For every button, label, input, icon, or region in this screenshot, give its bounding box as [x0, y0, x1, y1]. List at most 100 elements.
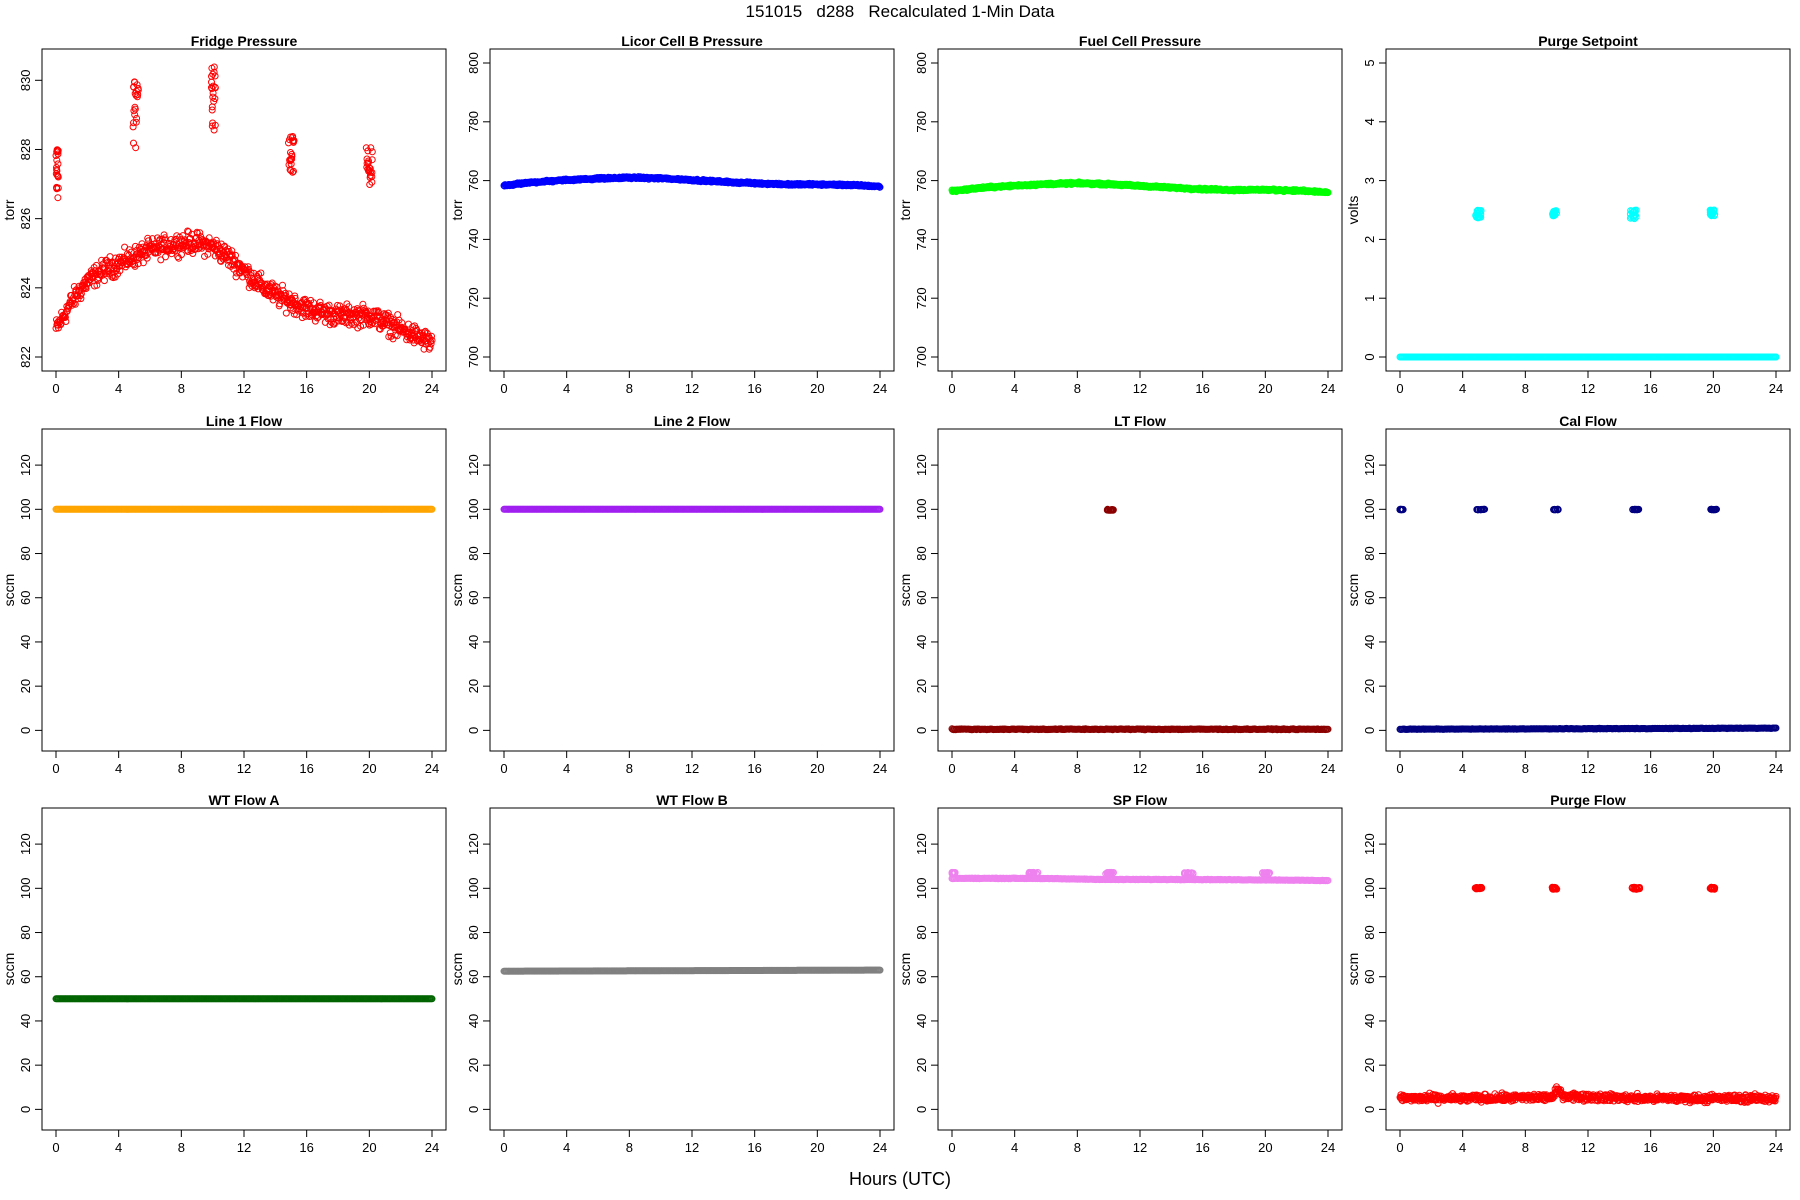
- lt-flow-x-tick-label: 4: [1011, 761, 1018, 776]
- fridge-pressure-data-point: [100, 277, 108, 285]
- fridge-pressure-x-tick-label: 24: [425, 381, 439, 396]
- fridge-pressure-x-tick-label: 20: [362, 381, 376, 396]
- licor-cell-b-pressure-y-tick-label: 780: [466, 111, 481, 133]
- line-1-flow-y-tick-label: 40: [18, 635, 33, 649]
- fuel-cell-pressure-data-point: [1324, 189, 1332, 196]
- lt-flow-x-tick-label: 20: [1258, 761, 1272, 776]
- fridge-pressure-data-point: [98, 256, 106, 264]
- fridge-pressure-data-point: [53, 164, 60, 171]
- cal-flow-x-tick-label: 4: [1459, 761, 1466, 776]
- fridge-pressure-data-point: [387, 313, 395, 321]
- fuel-cell-pressure-x-tick-label: 16: [1195, 381, 1209, 396]
- fridge-pressure-data-point: [270, 284, 278, 292]
- fridge-pressure-data-point: [161, 234, 169, 242]
- line-2-flow-x-tick-label: 12: [685, 761, 699, 776]
- lt-flow-y-tick-label: 100: [914, 498, 929, 520]
- fridge-pressure-data-point: [209, 93, 217, 101]
- purge-setpoint-y-tick-label: 5: [1362, 59, 1377, 66]
- line-1-flow-x-tick-label: 8: [178, 761, 185, 776]
- line-2-flow-x-tick-label: 4: [563, 761, 570, 776]
- line-2-flow-y-tick-label: 40: [466, 635, 481, 649]
- fridge-pressure-data-point: [257, 269, 265, 277]
- fuel-cell-pressure-x-tick-label: 4: [1011, 381, 1018, 396]
- licor-cell-b-pressure-y-tick-label: 740: [466, 229, 481, 251]
- fridge-pressure-data-point: [133, 114, 141, 122]
- line-1-flow-y-tick-label: 0: [18, 727, 33, 734]
- lt-flow-y-tick-label: 120: [914, 454, 929, 476]
- lt-flow-plot-frame: [937, 428, 1343, 752]
- fridge-pressure-data-point: [276, 300, 284, 308]
- fridge-pressure-data-point: [299, 304, 307, 312]
- fridge-pressure-data-point: [130, 139, 137, 147]
- fridge-pressure-data-point: [123, 250, 131, 258]
- purge-setpoint-y-axis-label: volts: [1345, 196, 1361, 225]
- figure-title: 151015 d288 Recalculated 1-Min Data: [745, 2, 1055, 21]
- fuel-cell-pressure-y-tick-label: 740: [914, 229, 929, 251]
- fridge-pressure-x-tick-label: 0: [52, 381, 59, 396]
- fridge-pressure-data-point: [368, 148, 376, 156]
- fridge-pressure-data-point: [106, 253, 114, 261]
- cal-flow-y-tick-label: 20: [1362, 679, 1377, 693]
- fridge-pressure-y-tick-label: 822: [18, 346, 33, 368]
- fuel-cell-pressure-points: [948, 178, 1332, 197]
- cal-flow-y-tick-label: 120: [1362, 454, 1377, 476]
- fridge-pressure-data-point: [210, 126, 218, 134]
- fridge-pressure-data-point: [365, 157, 372, 165]
- line-1-flow-x-tick-label: 4: [115, 761, 122, 776]
- fridge-pressure-data-point: [232, 251, 239, 259]
- line-1-flow-y-tick-label: 100: [18, 498, 33, 520]
- wt-flow-a-title: WT Flow A: [208, 792, 279, 808]
- fridge-pressure-data-point: [287, 149, 294, 156]
- fridge-pressure-data-point: [279, 281, 286, 289]
- cal-flow-x-tick-label: 0: [1396, 761, 1403, 776]
- fridge-pressure-y-tick-label: 826: [18, 208, 33, 230]
- fridge-pressure-data-point: [228, 251, 236, 259]
- fridge-pressure-data-point: [150, 243, 158, 251]
- line-1-flow-title: Line 1 Flow: [206, 413, 282, 429]
- purge-setpoint-x-tick-label: 4: [1459, 381, 1466, 396]
- cal-flow-y-tick-label: 60: [1362, 591, 1377, 605]
- fuel-cell-pressure-y-tick-label: 800: [914, 52, 929, 74]
- purge-setpoint-data-point: [1476, 207, 1484, 215]
- line-1-flow-plot-frame: [41, 428, 447, 752]
- fridge-pressure-x-tick-label: 16: [299, 381, 313, 396]
- line-2-flow-y-tick-label: 0: [466, 727, 481, 734]
- fridge-pressure-data-point: [53, 156, 61, 164]
- fridge-pressure-data-point: [427, 337, 435, 345]
- line-1-flow-points: [52, 505, 436, 513]
- licor-cell-b-pressure-title: Licor Cell B Pressure: [621, 33, 763, 49]
- lt-flow-x-tick-label: 0: [948, 761, 955, 776]
- fridge-pressure-data-point: [162, 253, 169, 261]
- line-2-flow-x-tick-label: 24: [873, 761, 887, 776]
- fridge-pressure-data-point: [211, 121, 219, 129]
- licor-cell-b-pressure-data-point: [876, 183, 884, 191]
- lt-flow-x-tick-label: 24: [1321, 761, 1335, 776]
- fridge-pressure-data-point: [68, 301, 76, 309]
- fridge-pressure-data-point: [288, 134, 296, 142]
- fridge-pressure-data-point: [368, 178, 376, 186]
- line-2-flow-points: [500, 505, 884, 513]
- purge-setpoint-x-tick-label: 12: [1581, 381, 1595, 396]
- fuel-cell-pressure-title: Fuel Cell Pressure: [1079, 33, 1201, 49]
- fridge-pressure-data-point: [160, 231, 168, 239]
- fridge-pressure-data-point: [131, 78, 139, 86]
- licor-cell-b-pressure-y-tick-label: 800: [466, 52, 481, 74]
- line-2-flow-x-tick-label: 0: [500, 761, 507, 776]
- wt-flow-a-plot-frame: [41, 807, 447, 1131]
- cal-flow-title: Cal Flow: [1559, 413, 1617, 429]
- fridge-pressure-data-point: [71, 300, 79, 308]
- fuel-cell-pressure-y-tick-label: 780: [914, 111, 929, 133]
- line-2-flow-plot-frame: [489, 428, 895, 752]
- fridge-pressure-data-point: [82, 285, 90, 292]
- line-2-flow-y-tick-label: 120: [466, 454, 481, 476]
- fridge-pressure-y-tick-label: 828: [18, 139, 33, 161]
- lt-flow-y-tick-label: 0: [914, 727, 929, 734]
- licor-cell-b-pressure-x-tick-label: 4: [563, 381, 570, 396]
- fridge-pressure-data-point: [129, 123, 137, 131]
- licor-cell-b-pressure-y-tick-label: 700: [466, 346, 481, 368]
- lt-flow-x-tick-label: 8: [1074, 761, 1081, 776]
- fridge-pressure-data-point: [393, 318, 401, 326]
- line-2-flow-y-axis-label: sccm: [449, 574, 465, 607]
- fridge-pressure-data-point: [211, 72, 219, 80]
- fridge-pressure-y-tick-label: 830: [18, 69, 33, 91]
